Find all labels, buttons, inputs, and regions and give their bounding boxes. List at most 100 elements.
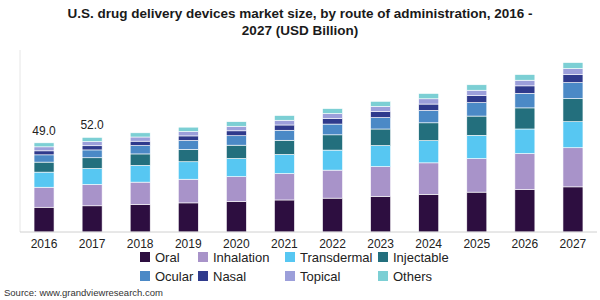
x-tick-label: 2019	[175, 237, 202, 251]
bar-segment	[178, 203, 198, 232]
legend-swatch	[198, 271, 208, 281]
bar-segment	[467, 85, 487, 90]
legend-item: Ocular	[140, 269, 194, 284]
bar-segment	[82, 168, 102, 184]
bar-segment	[515, 129, 535, 154]
bar-segment	[515, 93, 535, 108]
bar-segment	[274, 116, 294, 121]
annotation: 49.0	[32, 124, 56, 138]
bar-segment	[419, 104, 439, 110]
bar-segment	[274, 174, 294, 200]
title: U.S. drug delivery devices market size, …	[67, 6, 532, 38]
legend-label: Nasal	[213, 269, 246, 284]
bar-segment	[467, 96, 487, 103]
bar-segment	[130, 133, 150, 137]
x-tick-label: 2026	[512, 237, 539, 251]
bar-segment	[419, 141, 439, 163]
bar-segment	[467, 103, 487, 116]
x-tick-label: 2021	[271, 237, 298, 251]
bar-segment	[274, 154, 294, 173]
x-tick-label: 2023	[367, 237, 394, 251]
bar-segment	[323, 114, 343, 119]
annotation: 52.0	[80, 118, 104, 132]
legend-label: Oral	[155, 250, 180, 265]
bar-segment	[419, 110, 439, 122]
bar-segment	[563, 83, 583, 99]
bar-segment	[563, 122, 583, 148]
legend-swatch	[140, 252, 150, 262]
bar-segment	[226, 158, 246, 176]
bar-segment	[226, 131, 246, 136]
legend-label: Injectable	[393, 250, 449, 265]
bar-segment	[515, 108, 535, 129]
bar-segment	[419, 163, 439, 194]
bar-segment	[178, 136, 198, 141]
bar-segment	[226, 202, 246, 232]
bar-segment	[130, 146, 150, 154]
bar-segment	[34, 151, 54, 155]
bar-segment	[274, 200, 294, 232]
bar-segment	[130, 137, 150, 141]
legend-swatch	[378, 252, 388, 262]
bar-segment	[323, 109, 343, 114]
bar-segment	[323, 150, 343, 170]
x-tick-label: 2024	[415, 237, 442, 251]
bar-segment	[467, 90, 487, 95]
bar-segment	[274, 130, 294, 140]
x-tick-label: 2016	[31, 237, 58, 251]
bar-segment	[82, 146, 102, 150]
bar-segment	[274, 120, 294, 125]
bar-segment	[82, 137, 102, 141]
bar-segment	[34, 143, 54, 147]
bar-segment	[323, 124, 343, 135]
bar-segment	[274, 140, 294, 154]
legend-swatch	[285, 252, 295, 262]
bar-segment	[563, 63, 583, 69]
bar-segment	[515, 80, 535, 86]
bar-segment	[419, 123, 439, 141]
bar-segment	[515, 154, 535, 190]
bar-segment	[563, 148, 583, 187]
y-axis-line	[20, 50, 21, 232]
bar-segment	[34, 147, 54, 151]
bar-segment	[130, 141, 150, 145]
source: Source: www.grandviewresearch.com	[4, 287, 163, 298]
bar-segment	[82, 184, 102, 205]
legend-item: Injectable	[378, 250, 449, 265]
legend-swatch	[285, 271, 295, 281]
bar-segment	[34, 207, 54, 232]
bar-segment	[371, 146, 391, 167]
legend-item: Transdermal	[285, 250, 373, 265]
bar-segment	[371, 196, 391, 232]
legend-swatch	[140, 271, 150, 281]
bar-segment	[323, 135, 343, 150]
legend-label: Topical	[300, 269, 341, 284]
bar-segment	[467, 159, 487, 192]
bar-segment	[226, 136, 246, 145]
bar-segment	[467, 116, 487, 135]
bar-segment	[178, 132, 198, 136]
legend-label: Others	[393, 269, 433, 284]
bar-segment	[563, 99, 583, 122]
chart: U.S. drug delivery devices market size, …	[0, 0, 600, 300]
bar-segment	[34, 187, 54, 207]
x-tick-label: 2022	[319, 237, 346, 251]
x-tick-label: 2017	[79, 237, 106, 251]
bar-segment	[371, 167, 391, 197]
x-tick-label: 2018	[127, 237, 154, 251]
legend-item: Oral	[140, 250, 180, 265]
bar-segment	[130, 205, 150, 232]
bar-segment	[467, 192, 487, 232]
bar-segment	[323, 118, 343, 124]
bar-segment	[178, 127, 198, 131]
bar-segment	[34, 172, 54, 187]
bar-segment	[563, 187, 583, 232]
legend-item: Nasal	[198, 269, 246, 284]
x-tick-label: 2027	[560, 237, 587, 251]
bar-segment	[563, 69, 583, 75]
bar-segment	[226, 126, 246, 131]
bar-segment	[226, 122, 246, 127]
bar-segment	[226, 145, 246, 158]
bar-segment	[419, 194, 439, 232]
legend-item: Others	[378, 269, 433, 284]
